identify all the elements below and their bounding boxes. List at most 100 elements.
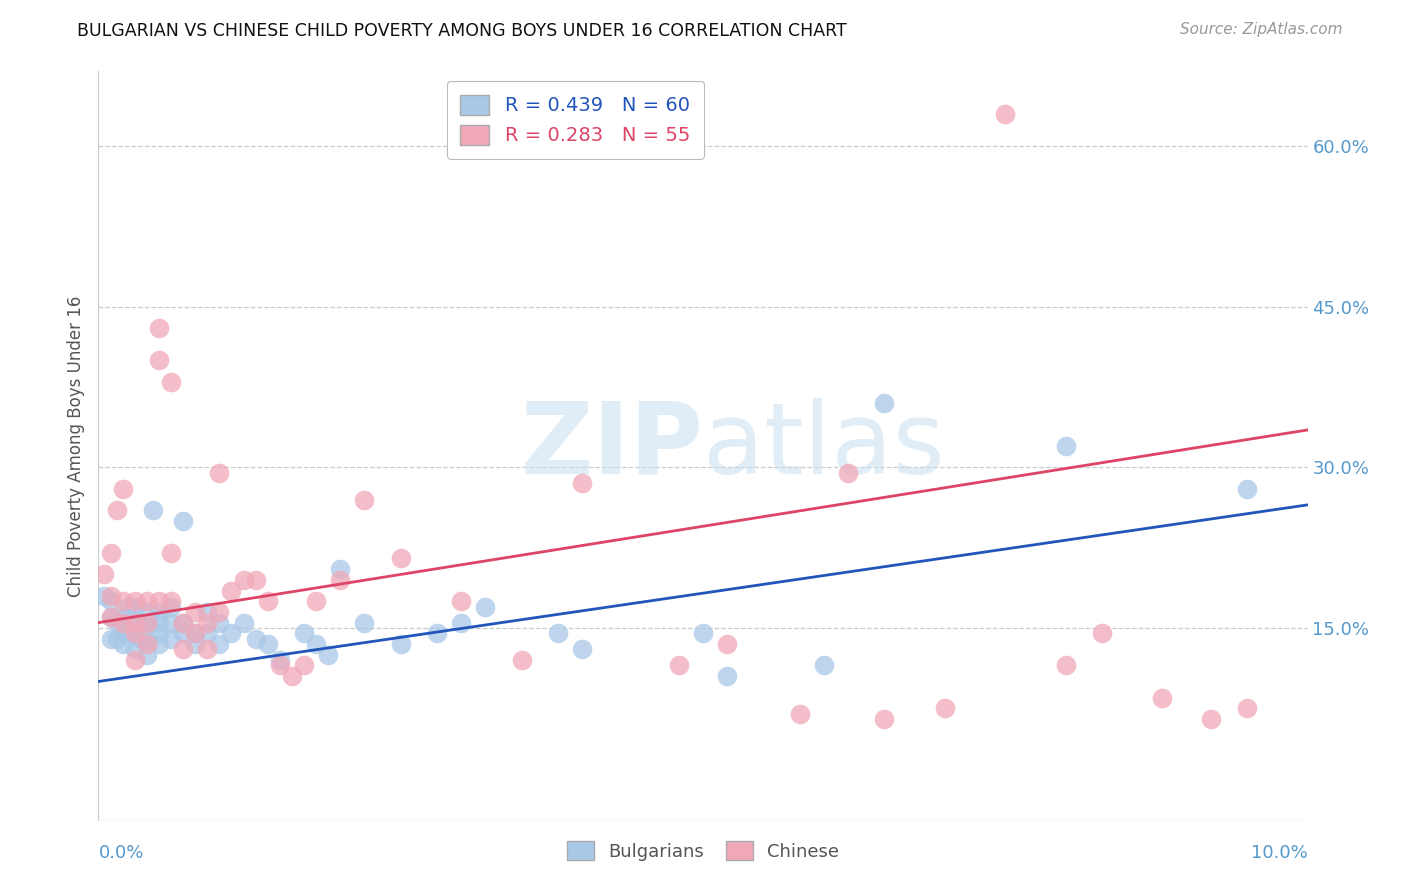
Point xyxy=(135,605,157,619)
Point xyxy=(111,610,134,624)
Point xyxy=(100,589,122,603)
Text: BULGARIAN VS CHINESE CHILD POVERTY AMONG BOYS UNDER 16 CORRELATION CHART: BULGARIAN VS CHINESE CHILD POVERTY AMONG… xyxy=(77,22,846,40)
Point xyxy=(118,599,141,614)
Point xyxy=(172,514,194,528)
Point xyxy=(148,605,170,619)
Point xyxy=(160,375,183,389)
Point xyxy=(450,594,472,608)
Point xyxy=(195,615,218,630)
Point xyxy=(100,632,122,646)
Point xyxy=(256,637,278,651)
Point xyxy=(160,546,183,560)
Legend: Bulgarians, Chinese: Bulgarians, Chinese xyxy=(560,834,846,868)
Text: ZIP: ZIP xyxy=(520,398,703,494)
Point xyxy=(329,562,352,576)
Text: 10.0%: 10.0% xyxy=(1251,844,1308,863)
Point xyxy=(148,353,170,368)
Point xyxy=(305,637,328,651)
Point xyxy=(135,648,157,662)
Point xyxy=(1199,712,1222,726)
Point xyxy=(100,610,122,624)
Point xyxy=(389,637,412,651)
Point xyxy=(129,615,152,630)
Point xyxy=(160,599,183,614)
Point xyxy=(111,482,134,496)
Point xyxy=(305,594,328,608)
Point xyxy=(571,476,593,491)
Y-axis label: Child Poverty Among Boys Under 16: Child Poverty Among Boys Under 16 xyxy=(66,295,84,597)
Point xyxy=(256,594,278,608)
Point xyxy=(160,632,183,646)
Point xyxy=(716,637,738,651)
Point xyxy=(1054,439,1077,453)
Point xyxy=(184,626,207,640)
Point xyxy=(100,594,122,608)
Point xyxy=(668,658,690,673)
Point xyxy=(142,503,165,517)
Point xyxy=(111,637,134,651)
Point xyxy=(208,637,231,651)
Point xyxy=(100,546,122,560)
Point xyxy=(221,583,243,598)
Point xyxy=(292,658,315,673)
Point xyxy=(232,573,254,587)
Text: Source: ZipAtlas.com: Source: ZipAtlas.com xyxy=(1180,22,1343,37)
Point xyxy=(135,632,157,646)
Point xyxy=(716,669,738,683)
Point xyxy=(873,396,896,410)
Point xyxy=(426,626,449,640)
Point xyxy=(135,637,157,651)
Point xyxy=(510,653,533,667)
Point xyxy=(135,615,157,630)
Point xyxy=(111,626,134,640)
Point xyxy=(124,615,146,630)
Point xyxy=(813,658,835,673)
Point xyxy=(105,503,128,517)
Point xyxy=(184,626,207,640)
Point xyxy=(474,599,496,614)
Point xyxy=(692,626,714,640)
Point xyxy=(195,605,218,619)
Point xyxy=(124,599,146,614)
Point xyxy=(184,637,207,651)
Point xyxy=(208,466,231,480)
Point xyxy=(547,626,569,640)
Point xyxy=(245,573,267,587)
Point xyxy=(135,615,157,630)
Point xyxy=(208,615,231,630)
Point xyxy=(124,594,146,608)
Point xyxy=(129,632,152,646)
Point xyxy=(281,669,304,683)
Point xyxy=(1054,658,1077,673)
Point xyxy=(172,626,194,640)
Point xyxy=(93,589,115,603)
Point xyxy=(221,626,243,640)
Point xyxy=(353,615,375,630)
Point xyxy=(329,573,352,587)
Point xyxy=(269,658,291,673)
Point xyxy=(124,653,146,667)
Point xyxy=(353,492,375,507)
Point xyxy=(148,321,170,335)
Point xyxy=(105,632,128,646)
Point xyxy=(934,701,956,715)
Point xyxy=(571,642,593,657)
Point xyxy=(837,466,859,480)
Point xyxy=(124,626,146,640)
Point xyxy=(195,626,218,640)
Point xyxy=(148,615,170,630)
Point xyxy=(118,626,141,640)
Point xyxy=(160,594,183,608)
Point xyxy=(389,551,412,566)
Point xyxy=(873,712,896,726)
Point xyxy=(1236,482,1258,496)
Point xyxy=(100,610,122,624)
Point xyxy=(160,615,183,630)
Point xyxy=(1091,626,1114,640)
Point xyxy=(195,642,218,657)
Point xyxy=(184,605,207,619)
Point xyxy=(172,615,194,630)
Text: atlas: atlas xyxy=(703,398,945,494)
Point xyxy=(124,642,146,657)
Point xyxy=(93,567,115,582)
